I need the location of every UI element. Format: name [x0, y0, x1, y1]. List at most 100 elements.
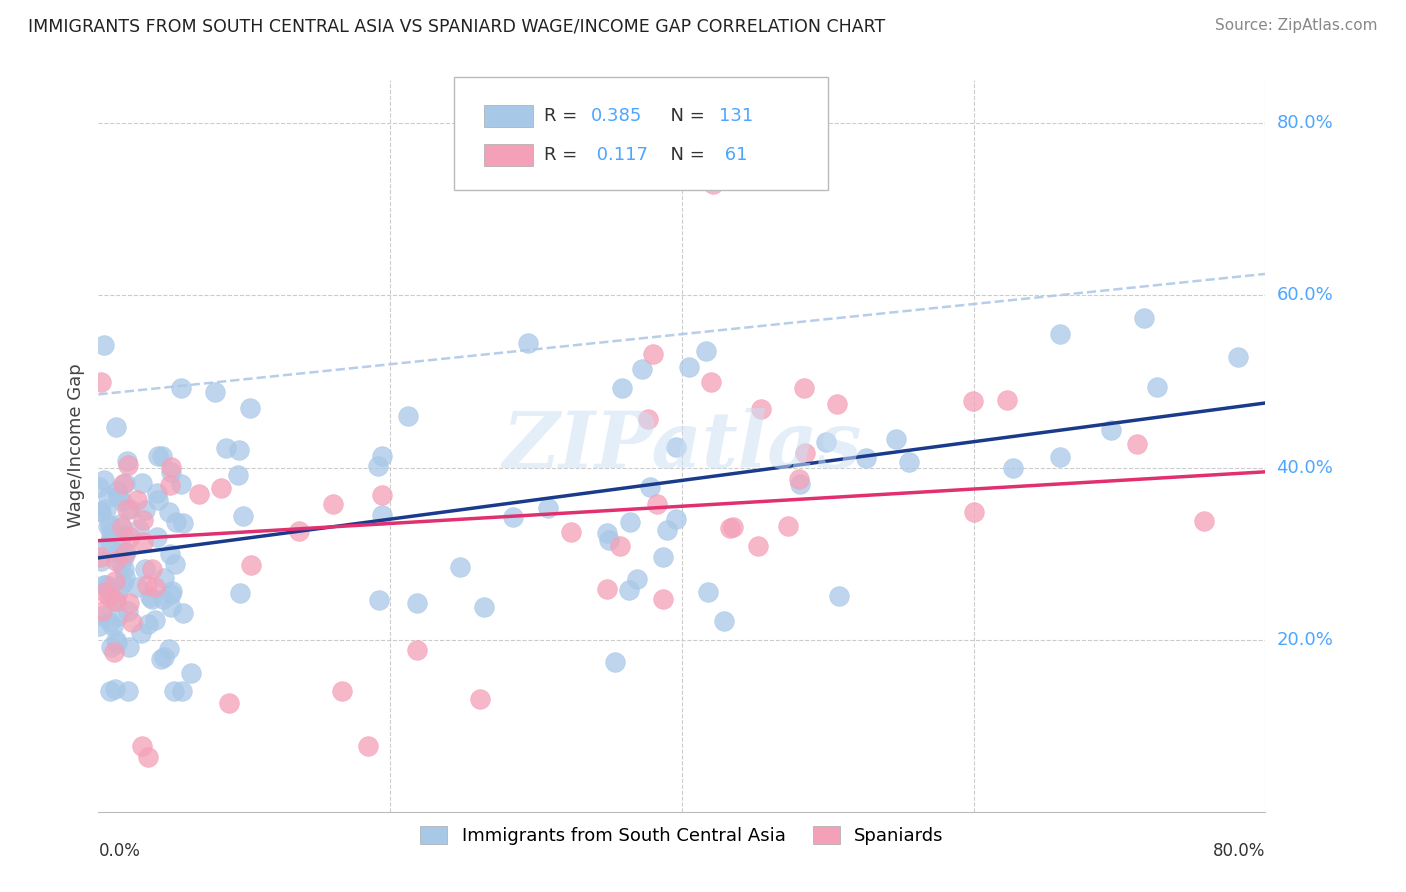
Point	[97, 582, 120, 596]
Point	[110, 557, 132, 571]
Point	[131, 476, 153, 491]
Point	[749, 401, 772, 416]
Point	[93, 473, 115, 487]
Point	[134, 562, 156, 576]
Point	[104, 419, 127, 434]
Point	[651, 591, 673, 606]
Point	[163, 684, 186, 698]
Point	[150, 652, 173, 666]
Point	[104, 594, 127, 608]
Point	[157, 505, 180, 519]
Point	[172, 516, 194, 530]
Point	[97, 491, 120, 505]
Point	[93, 578, 115, 592]
Point	[288, 524, 311, 538]
Point	[697, 585, 720, 599]
Point	[204, 384, 226, 399]
Point	[215, 442, 238, 456]
Point	[617, 582, 640, 597]
Point	[789, 477, 811, 491]
Text: IMMIGRANTS FROM SOUTH CENTRAL ASIA VS SPANIARD WAGE/INCOME GAP CORRELATION CHART: IMMIGRANTS FROM SOUTH CENTRAL ASIA VS SP…	[28, 18, 886, 36]
Point	[159, 465, 181, 479]
Point	[91, 604, 114, 618]
Point	[89, 504, 111, 518]
Point	[98, 590, 121, 604]
Point	[657, 523, 679, 537]
Point	[136, 750, 159, 764]
Point	[134, 503, 156, 517]
Point	[112, 550, 135, 565]
Point	[187, 487, 209, 501]
Text: 131: 131	[720, 106, 754, 125]
Point	[637, 412, 659, 426]
Point	[91, 609, 114, 624]
Point	[619, 515, 641, 529]
Point	[239, 558, 262, 573]
Point	[105, 636, 128, 650]
Text: R =: R =	[544, 146, 583, 164]
Point	[141, 592, 163, 607]
Point	[152, 571, 174, 585]
Point	[898, 454, 921, 468]
Point	[560, 524, 582, 539]
Point	[146, 530, 169, 544]
Point	[107, 608, 129, 623]
Point	[228, 443, 250, 458]
Point	[111, 519, 134, 533]
Point	[131, 513, 153, 527]
Point	[645, 498, 668, 512]
Point	[90, 505, 112, 519]
Point	[97, 519, 120, 533]
Point	[678, 360, 700, 375]
Point	[787, 472, 810, 486]
Point	[371, 449, 394, 463]
Point	[100, 640, 122, 655]
Point	[148, 493, 170, 508]
Point	[128, 523, 150, 537]
Point	[1002, 461, 1025, 475]
Point	[152, 592, 174, 607]
Text: 0.117: 0.117	[591, 146, 648, 164]
Point	[371, 488, 394, 502]
Point	[406, 643, 429, 657]
Point	[103, 645, 125, 659]
Point	[357, 739, 380, 754]
Point	[157, 642, 180, 657]
Point	[98, 615, 121, 630]
Point	[125, 580, 148, 594]
Text: N =: N =	[658, 106, 710, 125]
Y-axis label: Wage/Income Gap: Wage/Income Gap	[66, 364, 84, 528]
Point	[87, 618, 110, 632]
Point	[630, 361, 652, 376]
Point	[93, 584, 115, 599]
Text: 0.385: 0.385	[591, 106, 643, 125]
FancyBboxPatch shape	[454, 77, 828, 190]
Point	[143, 613, 166, 627]
Point	[159, 478, 181, 492]
Point	[160, 460, 183, 475]
Text: 0.0%: 0.0%	[98, 842, 141, 860]
Point	[104, 682, 127, 697]
Point	[105, 554, 128, 568]
Point	[129, 626, 152, 640]
Point	[118, 596, 141, 610]
Point	[117, 684, 139, 698]
Point	[105, 483, 128, 498]
Point	[114, 546, 136, 560]
Point	[118, 502, 141, 516]
Point	[218, 696, 240, 710]
Point	[107, 489, 129, 503]
Text: 40.0%: 40.0%	[1277, 458, 1333, 476]
Text: R =: R =	[544, 106, 583, 125]
Point	[371, 508, 394, 522]
Point	[963, 505, 986, 519]
Point	[98, 684, 121, 698]
Point	[793, 446, 815, 460]
Point	[152, 449, 174, 463]
Point	[643, 347, 665, 361]
Point	[139, 591, 162, 605]
Point	[125, 492, 148, 507]
Point	[721, 520, 744, 534]
Point	[468, 692, 491, 706]
Point	[828, 589, 851, 603]
